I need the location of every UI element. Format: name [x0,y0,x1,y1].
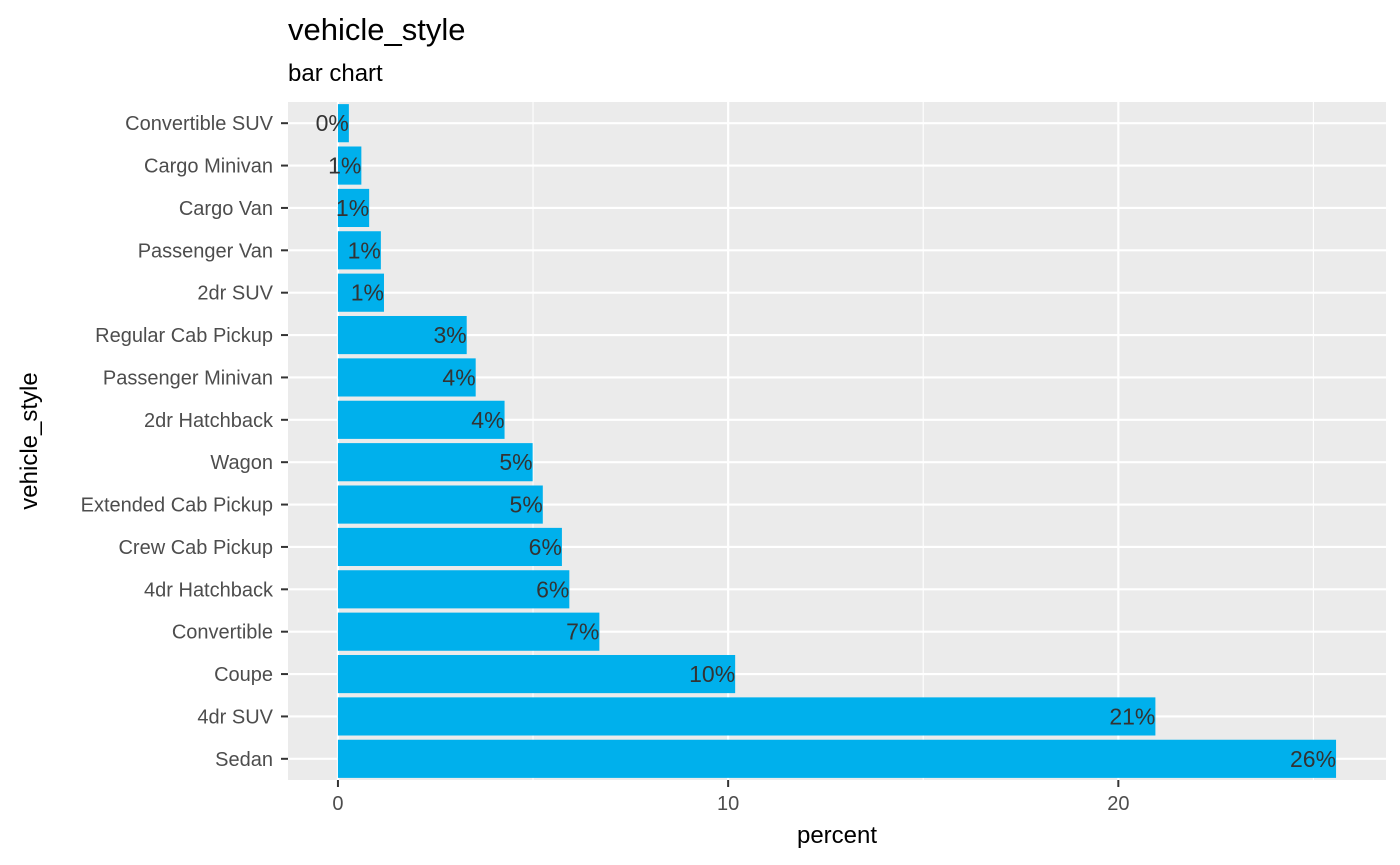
x-axis-title: percent [797,822,877,849]
bar [337,231,381,270]
x-tick-label: 10 [717,793,739,815]
bar [337,612,600,651]
chart-subtitle: bar chart [288,60,383,87]
y-tick-label: Cargo Minivan [144,156,273,178]
data-label: 1% [328,153,361,179]
y-tick-label: Crew Cab Pickup [118,537,273,559]
bar [337,527,562,567]
y-tick-label: Coupe [214,664,273,686]
y-tick-label: Convertible [172,622,273,644]
bar [337,443,533,482]
bar [337,739,1337,778]
y-tick-label: 2dr SUV [197,283,273,305]
bars [337,104,1337,778]
y-tick-label: 4dr SUV [197,706,273,728]
data-label: 5% [499,449,532,475]
bar [337,358,476,397]
bar [337,485,543,524]
y-tick-label: Sedan [215,749,273,771]
bar [337,570,570,609]
y-tick-label: Convertible SUV [125,113,274,135]
x-axis: 0 10 20 [332,780,1129,815]
bar [337,273,384,312]
y-tick-label: 4dr Hatchback [144,579,274,601]
data-label: 4% [442,364,475,390]
data-label: 0% [316,110,349,136]
bar [337,697,1156,736]
data-label: 1% [351,280,384,306]
bar [337,315,467,355]
data-label: 7% [566,619,599,645]
data-label: 1% [336,195,369,221]
data-label: 4% [471,407,504,433]
data-label: 21% [1109,703,1155,729]
y-axis-title: vehicle_style [16,372,43,509]
data-labels: 0% 1% 1% 1% 1% 3% 4% 4% 5% 5% 6% 6% 7% 10% 21% 26% [316,110,1336,772]
y-tick-label: Extended Cab Pickup [81,495,273,517]
data-label: 5% [510,492,543,518]
x-tick-label: 20 [1107,793,1129,815]
data-label: 6% [536,576,569,602]
data-label: 10% [689,661,735,687]
y-tick-label: Passenger Minivan [103,367,273,389]
data-label: 6% [529,534,562,560]
data-label: 3% [433,322,466,348]
data-label: 1% [348,237,381,263]
y-tick-label: Regular Cab Pickup [95,325,273,347]
data-label: 26% [1290,746,1336,772]
x-tick-label: 0 [332,793,343,815]
bar [337,654,736,694]
chart-title: vehicle_style [288,12,465,47]
y-tick-label: Wagon [210,452,273,474]
y-tick-label: Cargo Van [179,198,273,220]
y-tick-label: 2dr Hatchback [144,410,274,432]
bar [337,146,362,185]
bar [337,400,505,439]
y-tick-label: Passenger Van [138,240,273,262]
bar [337,104,349,143]
y-axis: Convertible SUV Cargo Minivan Cargo Van Pas… [81,113,288,771]
bar [337,188,370,228]
